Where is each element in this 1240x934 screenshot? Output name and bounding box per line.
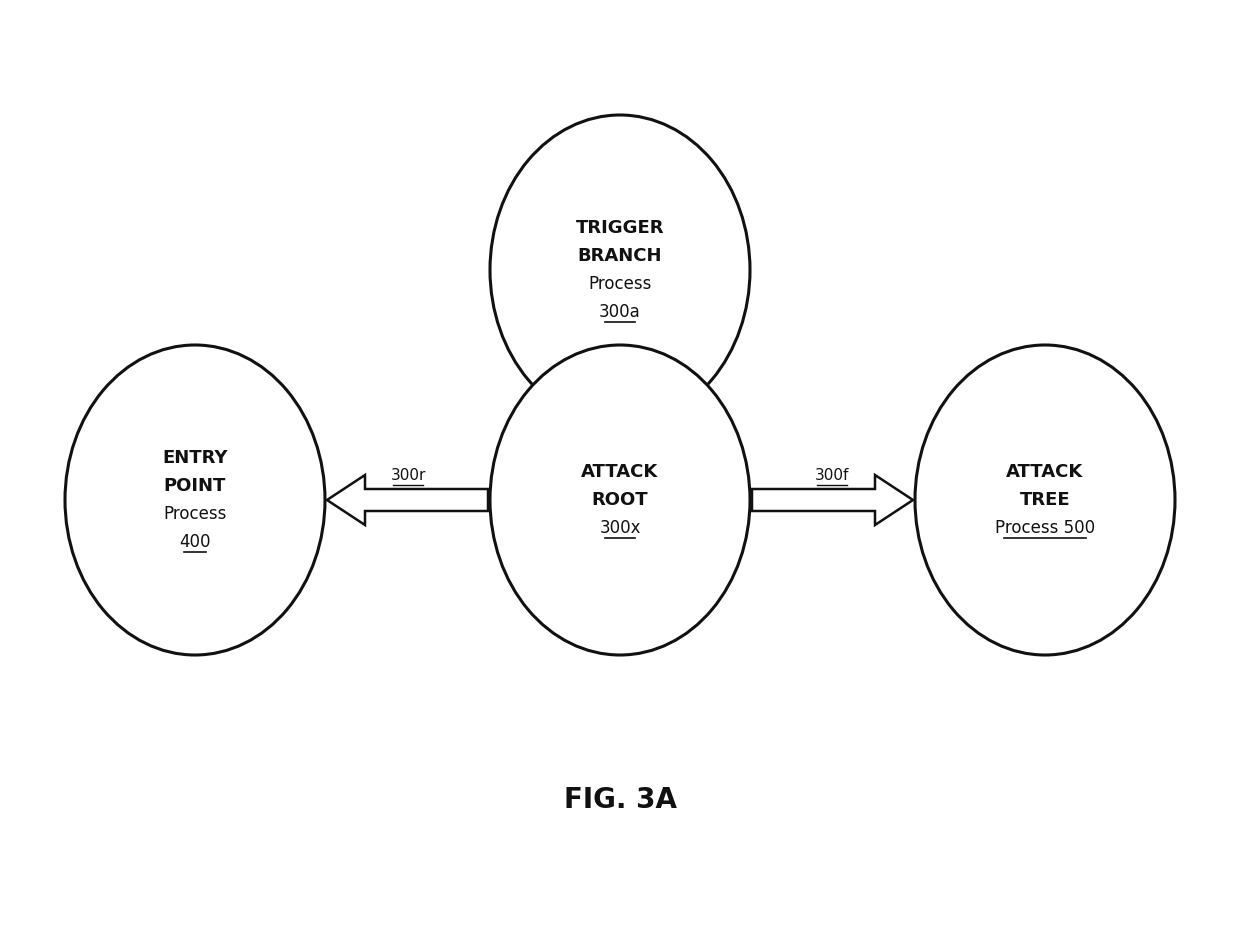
Text: Process: Process (588, 275, 652, 293)
Text: 300x: 300x (599, 519, 641, 537)
Ellipse shape (490, 115, 750, 425)
Text: ATTACK: ATTACK (1007, 463, 1084, 481)
Text: ENTRY: ENTRY (162, 449, 228, 467)
Ellipse shape (64, 345, 325, 655)
Text: 300r: 300r (391, 469, 425, 484)
FancyArrow shape (327, 475, 489, 525)
Text: ATTACK: ATTACK (582, 463, 658, 481)
Ellipse shape (490, 345, 750, 655)
Text: ROOT: ROOT (591, 491, 649, 509)
Ellipse shape (915, 345, 1176, 655)
Text: Process 500: Process 500 (994, 519, 1095, 537)
Text: FIG. 3A: FIG. 3A (563, 786, 677, 814)
Text: POINT: POINT (164, 477, 226, 495)
Text: 300a: 300a (599, 303, 641, 321)
Text: TREE: TREE (1019, 491, 1070, 509)
FancyArrow shape (751, 475, 913, 525)
Text: 400: 400 (180, 533, 211, 551)
Text: 300f: 300f (815, 469, 849, 484)
Text: BRANCH: BRANCH (578, 247, 662, 265)
Text: Process: Process (164, 505, 227, 523)
Text: TRIGGER: TRIGGER (575, 219, 665, 237)
